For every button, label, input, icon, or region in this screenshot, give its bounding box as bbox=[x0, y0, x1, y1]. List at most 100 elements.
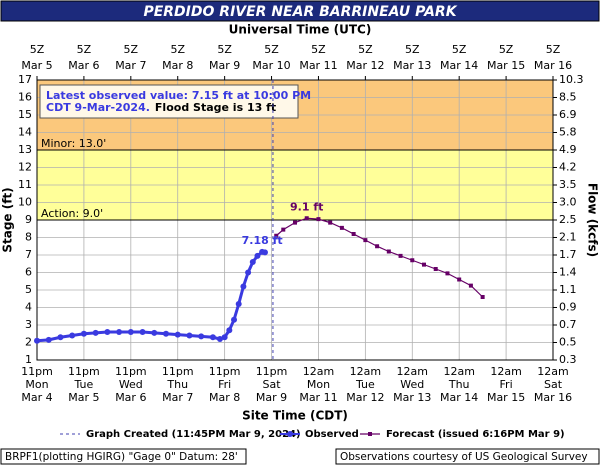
x-tick-time: 12am bbox=[397, 365, 428, 378]
y-tick-label: 2 bbox=[25, 336, 32, 349]
footer-box bbox=[335, 448, 600, 465]
y-tick-label: 4 bbox=[25, 301, 32, 314]
x-tick-time: 12am bbox=[537, 365, 568, 378]
y2-tick-label: 10.3 bbox=[559, 73, 584, 86]
x-tick-date: Mar 5 bbox=[68, 391, 99, 404]
info-line: CDT 9-Mar-2024. bbox=[46, 101, 150, 114]
top-tick-time: 5Z bbox=[77, 43, 92, 56]
y2-tick-label: 0.9 bbox=[559, 301, 577, 314]
top-tick-time: 5Z bbox=[170, 43, 185, 56]
x-tick-time: 11pm bbox=[21, 365, 53, 378]
observed-point bbox=[57, 334, 64, 341]
info-line: Latest observed value: 7.15 ft at 10:00 … bbox=[46, 89, 311, 102]
top-tick-time: 5Z bbox=[358, 43, 373, 56]
y2-tick-label: 0.5 bbox=[559, 336, 577, 349]
y2-tick-label: 1.1 bbox=[559, 283, 577, 296]
forecast-point bbox=[422, 262, 426, 267]
x-tick-time: 12am bbox=[303, 365, 334, 378]
x-tick-date: Mar 16 bbox=[534, 391, 572, 404]
y2-tick-label: 2.1 bbox=[559, 231, 577, 244]
x-tick-weekday: Sat bbox=[544, 378, 563, 391]
top-tick-date: Mar 5 bbox=[21, 59, 52, 72]
y2-tick-label: 4.9 bbox=[559, 143, 577, 156]
info-box bbox=[39, 84, 299, 119]
x-tick-time: 11pm bbox=[115, 365, 147, 378]
x-tick-time: 12am bbox=[443, 365, 474, 378]
top-tick-date: Mar 11 bbox=[299, 59, 337, 72]
y-tick-label: 11 bbox=[18, 178, 32, 191]
x-tick-weekday: Mon bbox=[307, 378, 330, 391]
x-tick-date: Mar 4 bbox=[21, 391, 52, 404]
y2-tick-label: 1.4 bbox=[559, 266, 577, 279]
observed-point bbox=[226, 327, 233, 334]
y-tick-label: 6 bbox=[25, 266, 32, 279]
x-tick-weekday: Fri bbox=[500, 378, 513, 391]
observed-point bbox=[45, 336, 52, 343]
x-tick-weekday: Tue bbox=[355, 378, 375, 391]
forecast-point bbox=[351, 232, 356, 236]
forecast-point bbox=[433, 267, 438, 271]
forecast-point bbox=[445, 271, 450, 276]
top-tick-date: Mar 6 bbox=[68, 59, 99, 72]
legend-marker bbox=[368, 432, 372, 436]
forecast-point bbox=[480, 295, 485, 299]
footer-left: BRPF1(plotting HGIRG) "Gage 0" Datum: 28… bbox=[5, 451, 238, 463]
top-tick-date: Mar 7 bbox=[115, 59, 146, 72]
x-tick-date: Mar 8 bbox=[209, 391, 240, 404]
legend-label: Observed bbox=[305, 429, 359, 440]
observed-point bbox=[240, 283, 247, 290]
x-tick-date: Mar 6 bbox=[115, 391, 146, 404]
x-tick-date: Mar 14 bbox=[440, 391, 478, 404]
observed-point bbox=[127, 329, 134, 335]
forecast-point bbox=[281, 227, 286, 232]
forecast-point bbox=[386, 249, 391, 254]
observed-point bbox=[249, 259, 256, 265]
observed-point bbox=[139, 329, 146, 335]
forecast-point bbox=[339, 225, 344, 230]
x-axis-label: Site Time (CDT) bbox=[242, 409, 348, 423]
y-tick-label: 14 bbox=[18, 126, 32, 139]
y2-tick-label: 3.0 bbox=[559, 196, 577, 209]
top-tick-date: Mar 16 bbox=[534, 59, 572, 72]
info-line: Flood Stage is 13 ft bbox=[155, 101, 276, 114]
top-tick-date: Mar 8 bbox=[162, 59, 193, 72]
y2-tick-label: 8.5 bbox=[559, 91, 577, 104]
x-tick-time: 12am bbox=[350, 365, 381, 378]
y2-tick-label: 5.8 bbox=[559, 126, 577, 139]
title-bar bbox=[0, 0, 600, 22]
y-tick-label: 13 bbox=[18, 143, 32, 156]
observed-point bbox=[34, 337, 40, 344]
y-tick-label: 17 bbox=[18, 73, 32, 86]
top-tick-time: 5Z bbox=[452, 43, 467, 56]
forecast-point bbox=[468, 283, 473, 288]
x-tick-date: Mar 11 bbox=[299, 391, 337, 404]
y2-tick-label: 0.3 bbox=[559, 353, 577, 366]
y2-tick-label: 6.9 bbox=[559, 108, 577, 121]
y-tick-label: 5 bbox=[25, 283, 32, 296]
chart-title: PERDIDO RIVER NEAR BARRINEAU PARK bbox=[143, 4, 457, 20]
top-tick-time: 5Z bbox=[30, 43, 45, 56]
top-axis-label: Universal Time (UTC) bbox=[229, 23, 372, 37]
x-tick-weekday: Wed bbox=[119, 378, 143, 391]
legend-marker bbox=[287, 431, 293, 437]
forecast-point bbox=[457, 277, 462, 282]
forecast-point bbox=[375, 244, 380, 249]
x-tick-date: Mar 9 bbox=[256, 391, 287, 404]
peak-label: 7.18 ft bbox=[242, 234, 283, 247]
x-tick-date: Mar 7 bbox=[162, 391, 193, 404]
plot-frame bbox=[36, 79, 554, 361]
top-tick-time: 5Z bbox=[217, 43, 232, 56]
observed-point bbox=[231, 316, 238, 323]
y-tick-label: 12 bbox=[18, 161, 32, 174]
x-tick-weekday: Fri bbox=[218, 378, 231, 391]
top-tick-time: 5Z bbox=[311, 43, 326, 56]
observed-point bbox=[254, 252, 261, 259]
y2-tick-label: 1.7 bbox=[559, 248, 577, 261]
top-tick-date: Mar 9 bbox=[209, 59, 240, 72]
x-tick-weekday: Sat bbox=[263, 378, 282, 391]
y-tick-label: 7 bbox=[25, 248, 32, 261]
top-tick-date: Mar 14 bbox=[440, 59, 478, 72]
top-tick-time: 5Z bbox=[124, 43, 139, 56]
